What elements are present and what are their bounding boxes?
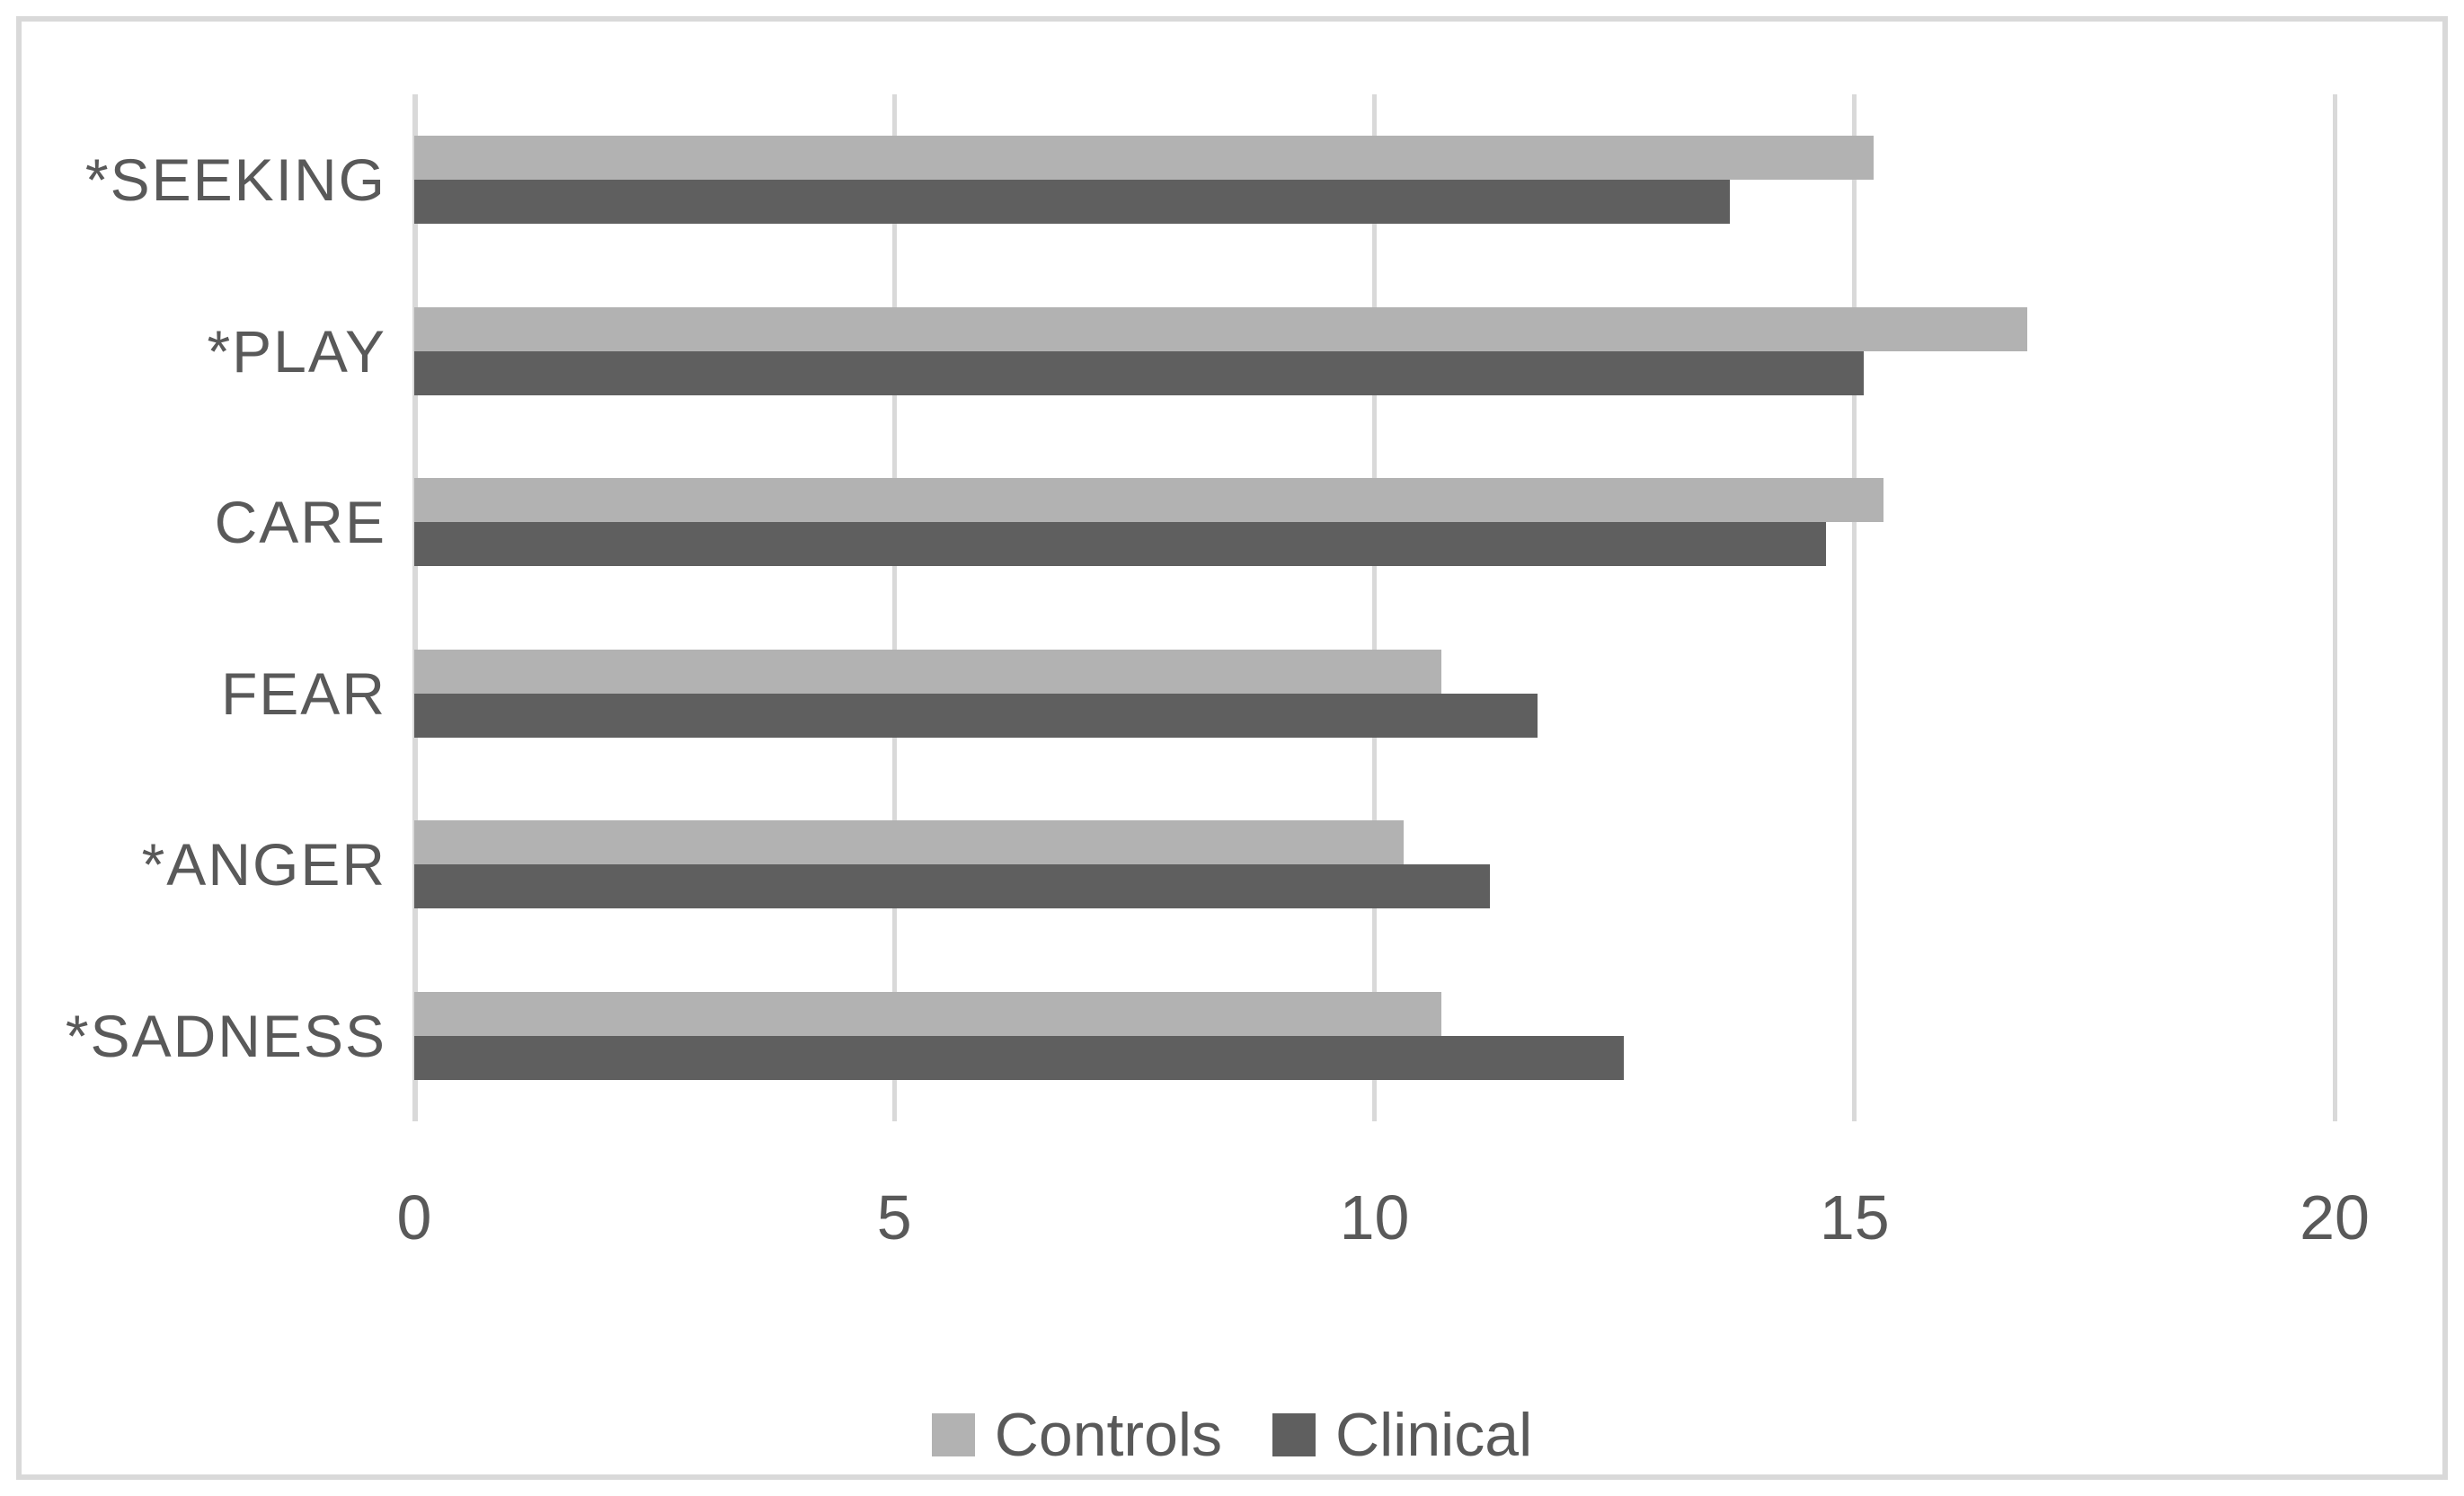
gridline-x-10	[1372, 94, 1377, 1121]
gridline-x-5	[891, 94, 897, 1121]
bar-clinical-sadness	[414, 1035, 1625, 1080]
bar-clinical-care	[414, 522, 1826, 567]
bar-group-care	[414, 437, 2335, 608]
x-tick-label-15: 15	[1819, 1182, 1890, 1253]
bar-clinical-play	[414, 350, 1865, 395]
category-label-fear: FEAR	[220, 659, 386, 727]
bar-controls-care	[414, 478, 1883, 523]
plot-area	[412, 94, 2337, 1122]
x-tick-label-10: 10	[1339, 1182, 1410, 1253]
gridline-x-20	[2332, 94, 2337, 1121]
legend: Controls Clinical	[0, 1400, 2464, 1470]
bar-group-seeking	[414, 94, 2335, 266]
legend-entry-clinical: Clinical	[1272, 1400, 1532, 1470]
x-tick-label-20: 20	[2300, 1182, 2370, 1253]
legend-swatch-clinical	[1272, 1413, 1316, 1456]
legend-label-controls: Controls	[994, 1401, 1223, 1469]
bar-controls-fear	[414, 649, 1442, 694]
bar-clinical-seeking	[414, 180, 1730, 225]
bar-group-sadness	[414, 951, 2335, 1122]
category-label-care: CARE	[214, 489, 386, 556]
bar-controls-play	[414, 306, 2028, 351]
category-label-play: *PLAY	[207, 317, 386, 385]
bar-controls-sadness	[414, 991, 1442, 1036]
legend-label-clinical: Clinical	[1335, 1401, 1533, 1469]
bar-clinical-anger	[414, 864, 1490, 909]
legend-swatch-controls	[931, 1413, 975, 1456]
gridline-x-15	[1852, 94, 1857, 1121]
x-tick-label-5: 5	[876, 1182, 912, 1253]
bar-group-fear	[414, 608, 2335, 780]
category-label-seeking: *SEEKING	[84, 146, 386, 214]
bar-group-play	[414, 266, 2335, 438]
bar-group-anger	[414, 779, 2335, 951]
x-axis-tick-labels: 0 5 10 15 20	[397, 1182, 2370, 1262]
x-tick-label-0: 0	[396, 1182, 432, 1253]
bar-controls-seeking	[414, 136, 1875, 181]
category-label-anger: *ANGER	[141, 831, 386, 898]
legend-entry-controls: Controls	[931, 1400, 1223, 1470]
category-axis-labels: *SEEKING *PLAY CARE FEAR *ANGER *SADNESS	[0, 94, 386, 1121]
category-label-sadness: *SADNESS	[65, 1002, 386, 1069]
bar-controls-anger	[414, 820, 1404, 865]
bar-clinical-fear	[414, 693, 1538, 738]
y-axis-line	[412, 94, 418, 1121]
